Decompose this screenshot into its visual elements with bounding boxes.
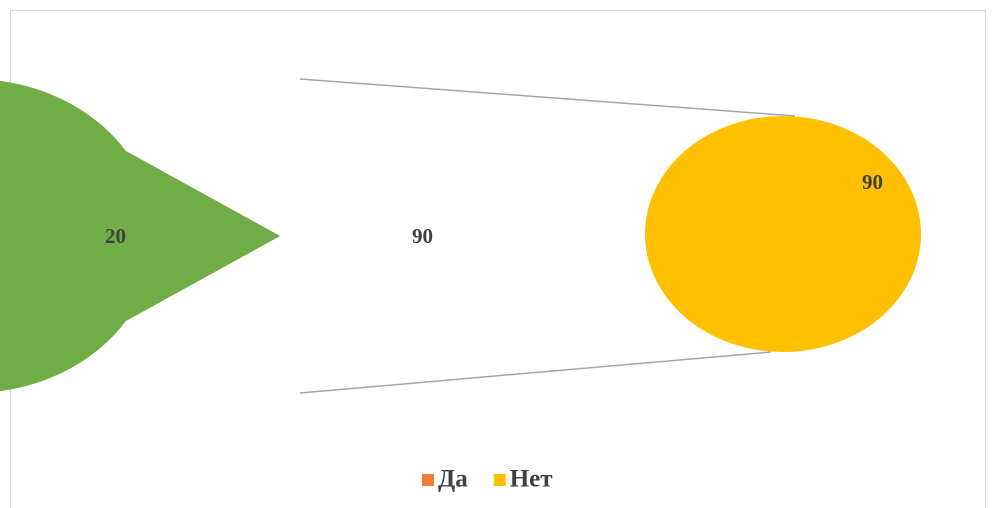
secondary-pie-slice — [645, 116, 921, 352]
data-label: 20 — [105, 224, 126, 248]
legend-label: Нет — [510, 466, 553, 493]
legend-label: Да — [438, 466, 468, 493]
connector-line — [299, 78, 796, 117]
data-label: 90 — [862, 170, 883, 194]
pie-slice-other — [0, 80, 280, 392]
legend-swatch — [493, 474, 506, 486]
connector-line — [299, 351, 772, 394]
data-label: 90 — [412, 224, 433, 248]
legend-swatch — [422, 474, 434, 486]
